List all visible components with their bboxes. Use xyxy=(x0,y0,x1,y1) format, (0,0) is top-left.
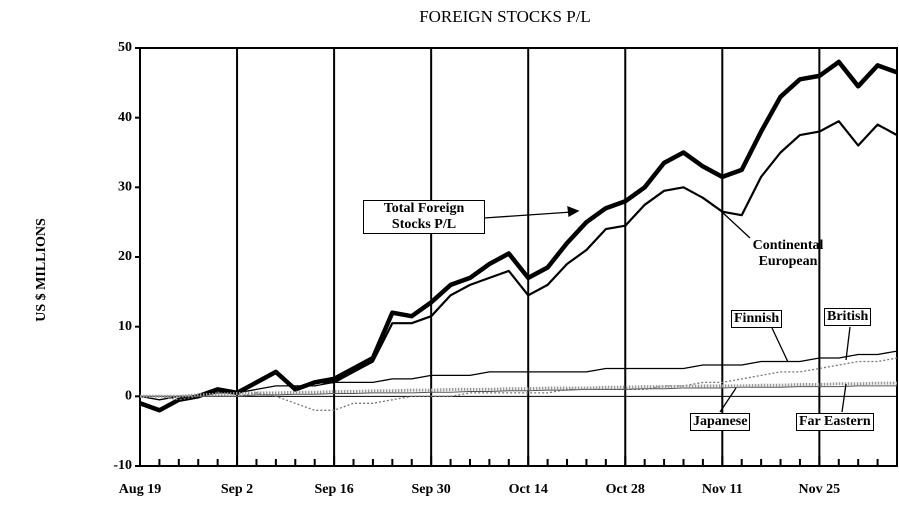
series-line xyxy=(140,381,897,398)
plot-frame xyxy=(139,47,898,467)
y-tick-label: 40 xyxy=(118,110,132,125)
x-tick-label: Aug 19 xyxy=(119,482,161,497)
leader xyxy=(721,211,751,239)
y-axis-label: US $ MILLIONS xyxy=(34,218,49,322)
x-tick-label: Sep 16 xyxy=(314,482,353,497)
series-line xyxy=(139,59,898,413)
y-tick-label: 30 xyxy=(118,180,132,195)
arrowhead xyxy=(567,205,580,218)
x-tick-label: Sep 2 xyxy=(221,482,253,497)
series-line xyxy=(139,120,898,412)
series-line xyxy=(140,385,897,397)
plot: -10 0 10 20 30 40 50 Aug 19 Sep 2 Sep 16 Sep 30 Oct… xyxy=(113,40,898,497)
series-label: Japanese xyxy=(690,413,751,431)
leader xyxy=(483,211,573,219)
x-tick-label: Nov 11 xyxy=(702,482,743,497)
y-tick-label: 50 xyxy=(118,40,132,55)
series-label: British xyxy=(824,308,872,326)
leader xyxy=(771,327,789,363)
series-label: Total Foreign Stocks P/L xyxy=(363,200,485,234)
x-tick-label: Oct 14 xyxy=(509,482,548,497)
leader xyxy=(719,387,737,413)
x-tick-label: Oct 28 xyxy=(606,482,645,497)
series-line xyxy=(139,350,898,401)
x-tick-label: Nov 25 xyxy=(799,482,841,497)
leader xyxy=(845,326,851,361)
y-tick-label: -10 xyxy=(113,458,132,473)
series-label: Far Eastern xyxy=(796,413,874,431)
y-tick-label: 10 xyxy=(118,319,132,334)
series-label: Continental European xyxy=(752,238,824,269)
chart-title: FOREIGN STOCKS P/L xyxy=(419,7,591,26)
series-line xyxy=(140,357,898,411)
x-tick-label: Sep 30 xyxy=(412,482,451,497)
leader xyxy=(841,383,847,413)
y-tick-label: 0 xyxy=(125,389,132,404)
leaders xyxy=(483,205,851,413)
y-tick-label: 20 xyxy=(118,249,132,264)
series-label: Finnish xyxy=(731,310,783,328)
